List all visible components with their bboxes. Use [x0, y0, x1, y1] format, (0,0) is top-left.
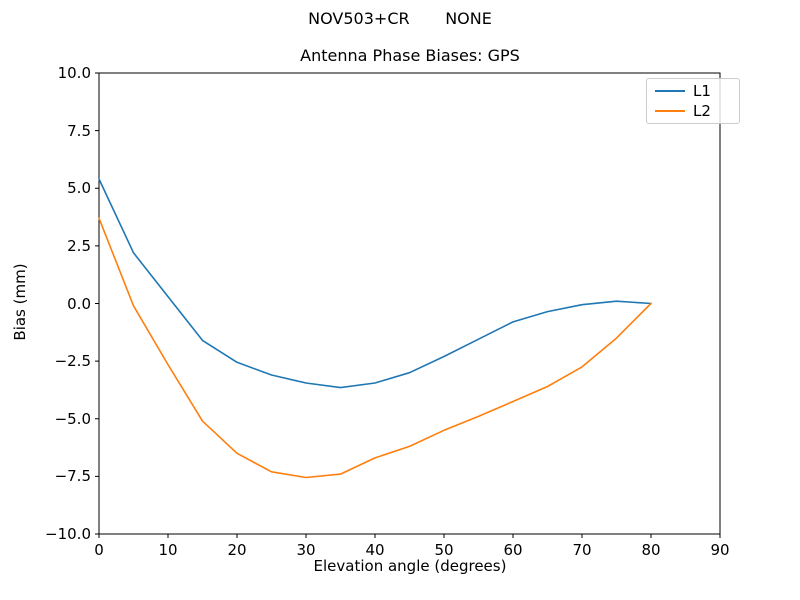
x-tick-label: 60 — [503, 541, 523, 559]
y-tick-label: −10.0 — [45, 525, 91, 543]
line-L1 — [98, 178, 652, 389]
line-L2 — [98, 217, 652, 479]
y-tick-label: −7.5 — [54, 467, 91, 486]
x-tick-label: 30 — [296, 541, 316, 559]
y-tick-label: 10.0 — [57, 64, 91, 82]
x-tick-label: 20 — [227, 541, 247, 559]
legend-line-sample-l2 — [655, 110, 685, 112]
legend: L1 L2 — [646, 78, 740, 124]
x-tick-label: 80 — [641, 541, 661, 559]
y-tick-label: −2.5 — [54, 352, 91, 371]
x-tick-label: 70 — [572, 541, 592, 559]
y-axis-label: Bias (mm) — [11, 263, 29, 341]
legend-label: L2 — [693, 101, 711, 120]
legend-entry-l1: L1 — [647, 81, 739, 100]
legend-line-sample-l1 — [655, 90, 685, 92]
x-tick-label: 10 — [158, 541, 178, 559]
y-tick-label: 0.0 — [67, 294, 91, 313]
x-tick-label: 0 — [94, 541, 104, 559]
x-tick-label: 50 — [434, 541, 454, 559]
legend-entry-l2: L2 — [647, 101, 739, 120]
y-tick-label: 2.5 — [67, 236, 91, 255]
y-tick-label: −5.0 — [54, 409, 91, 428]
legend-label: L1 — [693, 81, 711, 100]
chart-title: Antenna Phase Biases: GPS — [300, 46, 520, 65]
y-tick-label: 5.0 — [67, 179, 91, 198]
x-tick-label: 40 — [365, 541, 385, 559]
x-axis-label: Elevation angle (degrees) — [313, 557, 507, 575]
figure-suptitle: NOV503+CR NONE — [308, 9, 492, 28]
x-tick-label: 90 — [710, 541, 730, 559]
axes-spines — [98, 72, 721, 535]
y-tick-label: 7.5 — [67, 121, 91, 140]
